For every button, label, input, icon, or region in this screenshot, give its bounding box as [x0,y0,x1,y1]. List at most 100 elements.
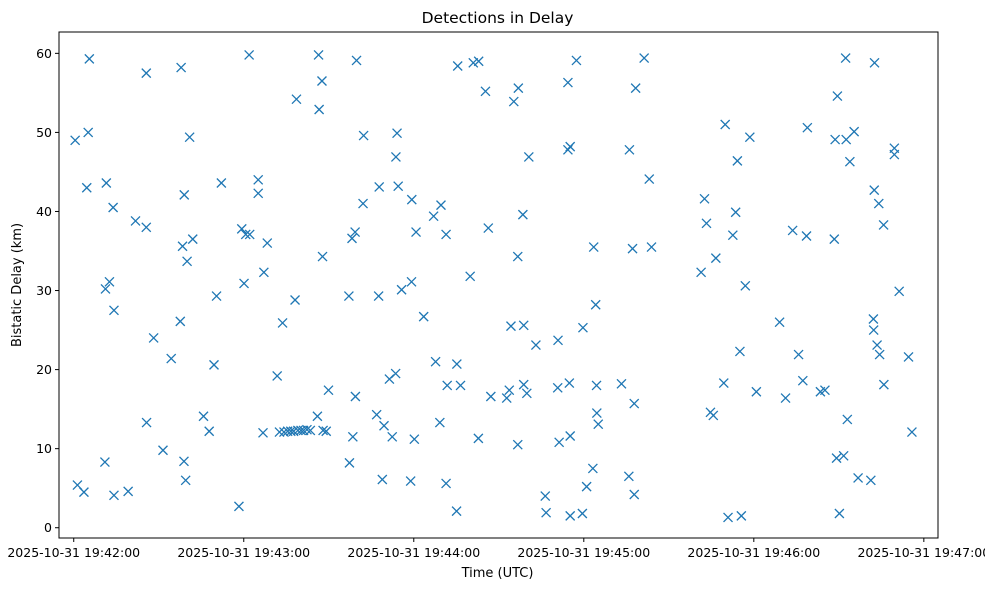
data-point [720,119,731,130]
data-point [787,225,798,236]
data-point [392,128,403,139]
data-point [718,378,729,388]
data-point [253,174,264,185]
data-point [872,340,883,351]
data-point [78,487,89,498]
data-point [894,286,905,297]
data-point [577,322,588,333]
data-point [554,437,565,448]
data-point [350,227,361,237]
x-axis-ticks: 2025-10-31 19:42:00 2025-10-31 19:43:00 20… [7,538,985,560]
data-point [723,512,733,523]
data-point [99,457,110,468]
data-point [512,439,523,450]
data-point [889,149,900,160]
data-point [873,198,884,209]
data-point [869,57,880,68]
data-point [624,144,635,155]
y-tick-label: 30 [36,283,52,298]
data-point [844,156,855,167]
data-point [699,193,710,204]
data-point [736,510,747,521]
data-point [571,55,582,66]
data-point [874,349,885,360]
data-point [740,280,751,291]
data-point [84,53,95,64]
data-point [180,475,191,486]
data-point [291,94,302,105]
data-point [841,134,852,145]
data-point [849,126,860,137]
data-point [903,351,914,362]
data-point [553,335,563,346]
data-point [176,62,187,73]
data-point [504,385,515,396]
data-point [564,378,575,388]
data-point [158,445,168,456]
y-axis-ticks: 0 10 20 30 40 50 60 [36,46,59,535]
y-tick-label: 10 [36,441,52,456]
data-point [591,380,602,391]
data-point [865,475,876,486]
data-point [216,178,227,188]
data-point [272,370,283,381]
data-point [277,317,288,328]
data-point [318,425,329,436]
data-point [840,53,851,64]
data-point [166,353,177,364]
data-point [321,426,332,437]
data-point [591,408,602,419]
data-point [562,77,573,88]
data-point [351,55,362,66]
data-point [347,431,358,442]
data-point [802,122,813,133]
data-point [262,238,273,249]
data-point [819,385,830,396]
plot-frame [58,31,939,539]
data-point [108,202,119,213]
data-point [832,91,843,102]
data-point [452,61,463,71]
data-point [878,219,889,230]
x-tick-label: 2025-10-31 19:42:00 [7,545,140,560]
data-point [211,291,222,302]
data-point [182,256,193,267]
data-point [829,234,840,245]
data-point [343,291,354,302]
data-point [141,417,152,428]
data-point [358,130,369,141]
data-point [374,182,385,192]
data-point [387,431,398,442]
data-point [834,508,845,519]
x-axis-label: Time (UTC) [461,566,534,581]
data-point [513,83,524,94]
data-point [831,453,842,464]
data-point [104,276,115,287]
chart-title: Detections in Delay [422,9,574,27]
data-point [390,151,401,162]
data-point [485,391,496,402]
data-point [236,223,247,234]
data-point [177,241,188,252]
data-point [455,380,466,391]
data-point [411,227,422,237]
y-tick-label: 40 [36,204,52,219]
data-point [473,433,484,444]
data-point [101,178,112,188]
data-point [233,501,244,512]
data-point [793,349,804,360]
data-point [240,229,251,240]
data-point [373,291,384,302]
data-point [187,234,198,245]
data-point [644,174,655,185]
data-point [629,489,640,500]
data-point [301,424,312,435]
data-point [451,506,462,517]
data-point [239,278,249,289]
data-point [590,299,601,310]
data-point [868,314,879,324]
data-point [441,478,452,489]
data-point [751,386,762,397]
